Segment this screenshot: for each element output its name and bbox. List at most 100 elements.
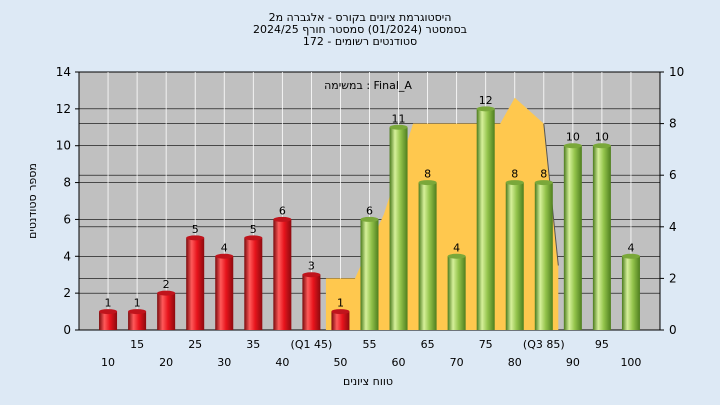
- bar-cap: [99, 309, 118, 315]
- y2-tick-label: 8: [669, 117, 677, 131]
- bar: [447, 256, 466, 330]
- y2-tick-label: 2: [669, 271, 677, 285]
- bar: [128, 311, 147, 330]
- bar-value-label: 1: [337, 297, 344, 310]
- bar-cap: [476, 106, 495, 112]
- bar-cap: [360, 216, 379, 222]
- bar-value-label: 6: [279, 204, 286, 217]
- bar-value-label: 10: [566, 131, 580, 144]
- bar-value-label: 10: [595, 131, 609, 144]
- x-tick-label: 30: [217, 356, 231, 369]
- bar: [99, 311, 118, 330]
- bar-cap: [128, 309, 147, 315]
- bar: [157, 293, 176, 330]
- bar: [563, 145, 582, 330]
- bar-cap: [302, 272, 321, 278]
- bar-cap: [447, 253, 466, 259]
- y-tick-label: 4: [63, 249, 71, 263]
- bar-cap: [505, 180, 524, 186]
- bar-value-label: 11: [392, 112, 406, 125]
- bar: [621, 256, 640, 330]
- bar: [418, 182, 437, 330]
- x-tick-label: 90: [566, 356, 580, 369]
- bar-cap: [186, 235, 205, 241]
- bar-value-label: 8: [511, 168, 518, 181]
- bar-value-label: 1: [134, 297, 141, 310]
- bar: [592, 145, 611, 330]
- bars: [99, 106, 640, 331]
- bar-value-label: 4: [453, 241, 460, 254]
- bar: [244, 237, 263, 330]
- x-tick-label: 15: [130, 338, 144, 351]
- bar-cap: [215, 253, 234, 259]
- x-tick-label: (Q1 45): [291, 338, 333, 351]
- y-tick-label: 14: [56, 65, 71, 79]
- bar-value-label: 8: [540, 168, 547, 181]
- bar-value-label: 8: [424, 168, 431, 181]
- x-axis-label: טווח ציונים: [343, 375, 393, 388]
- x-tick-label: 75: [479, 338, 493, 351]
- y-tick-label: 12: [56, 102, 71, 116]
- x-tick-label: 20: [159, 356, 173, 369]
- x-tick-label: 65: [421, 338, 435, 351]
- x-tick-label: 35: [246, 338, 260, 351]
- y2-tick-label: 10: [669, 65, 684, 79]
- bar-value-label: 2: [163, 278, 170, 291]
- bar: [302, 274, 321, 330]
- bar: [505, 182, 524, 330]
- bar-cap: [273, 216, 292, 222]
- area-fill: [325, 97, 559, 330]
- x-tick-label: 25: [188, 338, 202, 351]
- bar-cap: [244, 235, 263, 241]
- bar-cap: [592, 143, 611, 149]
- bar-cap: [563, 143, 582, 149]
- bar-value-label: 1: [105, 297, 112, 310]
- y-axis-label: מספר סטודנטים: [26, 163, 39, 239]
- bar-value-label: 5: [192, 223, 199, 236]
- y-tick-label: 0: [63, 323, 71, 337]
- chart-title-line-1: היסטוגרמת ציונים בקורס - אלגברה מ2: [268, 11, 452, 24]
- bar: [331, 311, 350, 330]
- bar-value-label: 5: [250, 223, 257, 236]
- bar-value-label: 4: [627, 241, 634, 254]
- bar: [360, 219, 379, 330]
- bar-value-label: 12: [479, 94, 493, 107]
- x-tick-label: 50: [333, 356, 347, 369]
- y2-tick-label: 0: [669, 323, 677, 337]
- x-tick-label: 80: [508, 356, 522, 369]
- x-tick-label: 40: [275, 356, 289, 369]
- bar-value-label: 4: [221, 241, 228, 254]
- bar: [534, 182, 553, 330]
- y2-tick-label: 4: [669, 220, 677, 234]
- bar-cap: [157, 290, 176, 296]
- bar-cap: [418, 180, 437, 186]
- x-tick-label: 95: [595, 338, 609, 351]
- chart-title-line-3: סטודנטים רשומים - 172: [302, 35, 418, 48]
- x-tick-label: (Q3 85): [523, 338, 565, 351]
- x-tick-label: 60: [392, 356, 406, 369]
- annotation-label: במשימה : Final_A: [324, 79, 412, 92]
- bar-cap: [534, 180, 553, 186]
- y-tick-label: 8: [63, 176, 71, 190]
- bar: [186, 237, 205, 330]
- bar-cap: [331, 309, 350, 315]
- bar: [476, 108, 495, 330]
- y-tick-label: 6: [63, 212, 71, 226]
- bar-cap: [389, 124, 408, 130]
- bar: [389, 127, 408, 331]
- y2-tick-label: 6: [669, 168, 677, 182]
- bar-value-label: 3: [308, 260, 315, 273]
- chart-title-line-2: בסמסטר (01/2024) סמסטר חורף 2024/25: [253, 23, 467, 36]
- bar: [273, 219, 292, 330]
- x-tick-label: 10: [101, 356, 115, 369]
- x-tick-label: 55: [363, 338, 377, 351]
- bar: [215, 256, 234, 330]
- x-tick-label: 100: [620, 356, 641, 369]
- x-tick-label: 70: [450, 356, 464, 369]
- y-tick-label: 10: [56, 139, 71, 153]
- bar-value-label: 6: [366, 204, 373, 217]
